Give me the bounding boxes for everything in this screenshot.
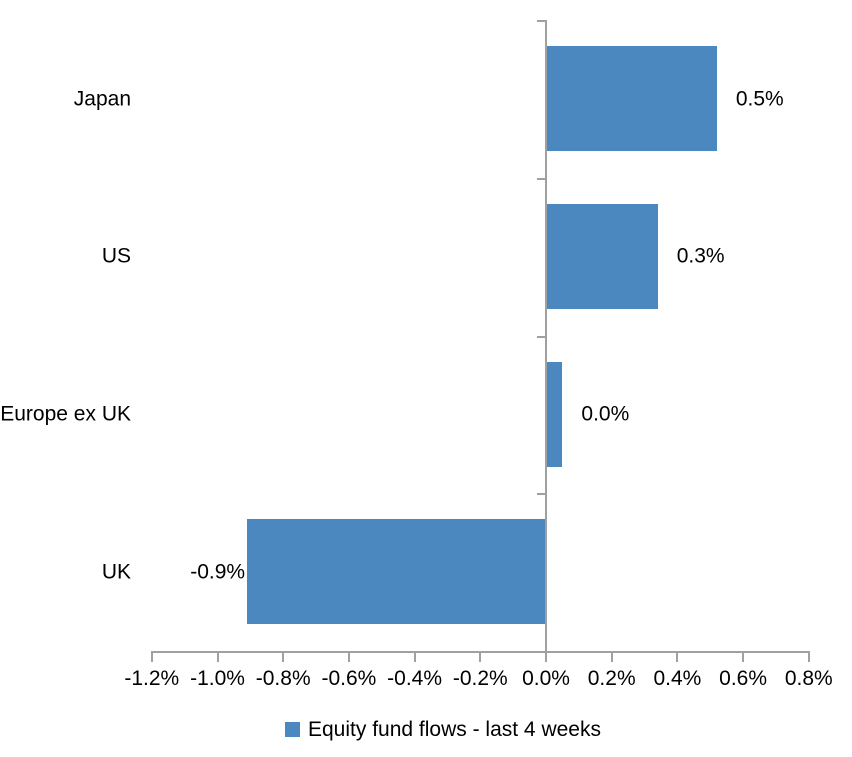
x-axis-tick bbox=[479, 651, 482, 662]
x-axis-tick bbox=[347, 651, 350, 662]
category-label: Japan bbox=[73, 87, 131, 110]
x-axis-tick bbox=[216, 651, 219, 662]
x-axis-tick bbox=[742, 651, 745, 662]
x-axis-tick-label: 0.0% bbox=[522, 667, 570, 690]
x-axis-tick-label: 0.2% bbox=[587, 667, 636, 690]
x-axis-tick bbox=[150, 651, 153, 662]
x-axis-tick-label: -1.0% bbox=[190, 667, 245, 690]
category-label: US bbox=[101, 244, 131, 268]
bar-uk bbox=[247, 519, 545, 625]
category-boundary-tick bbox=[537, 493, 545, 496]
x-axis-tick bbox=[282, 651, 285, 662]
x-axis-tick-label: 0.4% bbox=[653, 667, 702, 690]
x-axis-tick-label: -1.2% bbox=[124, 667, 180, 690]
bar-europe-ex-uk bbox=[547, 361, 563, 467]
legend-swatch-icon bbox=[285, 722, 300, 737]
x-axis-tick-label: -0.2% bbox=[452, 667, 508, 690]
x-axis-tick bbox=[676, 651, 679, 662]
x-axis-tick-label: -0.4% bbox=[387, 667, 443, 690]
data-label: 0.0% bbox=[581, 402, 630, 426]
bar-japan bbox=[547, 46, 717, 151]
x-axis-tick bbox=[610, 651, 613, 662]
category-label: UK bbox=[101, 560, 131, 584]
category-label: Europe ex UK bbox=[0, 402, 131, 426]
category-boundary-tick bbox=[537, 335, 545, 338]
category-boundary-tick bbox=[537, 20, 545, 22]
x-axis-tick bbox=[807, 651, 810, 662]
x-axis-tick-label: 0.8% bbox=[784, 667, 833, 690]
zero-axis-line bbox=[545, 20, 547, 662]
x-axis-tick-label: -0.8% bbox=[255, 667, 311, 690]
legend-series-label: Equity fund flows - last 4 weeks bbox=[308, 718, 601, 741]
category-boundary-tick bbox=[537, 177, 545, 180]
data-label: -0.9% bbox=[190, 560, 246, 584]
x-axis-tick-label: -0.6% bbox=[321, 667, 377, 690]
x-axis-tick-label: 0.6% bbox=[719, 667, 768, 690]
data-label: 0.5% bbox=[735, 87, 784, 110]
legend: Equity fund flows - last 4 weeks bbox=[285, 719, 601, 740]
x-axis-tick bbox=[413, 651, 416, 662]
data-label: 0.3% bbox=[676, 244, 725, 268]
bar-us bbox=[547, 203, 658, 309]
